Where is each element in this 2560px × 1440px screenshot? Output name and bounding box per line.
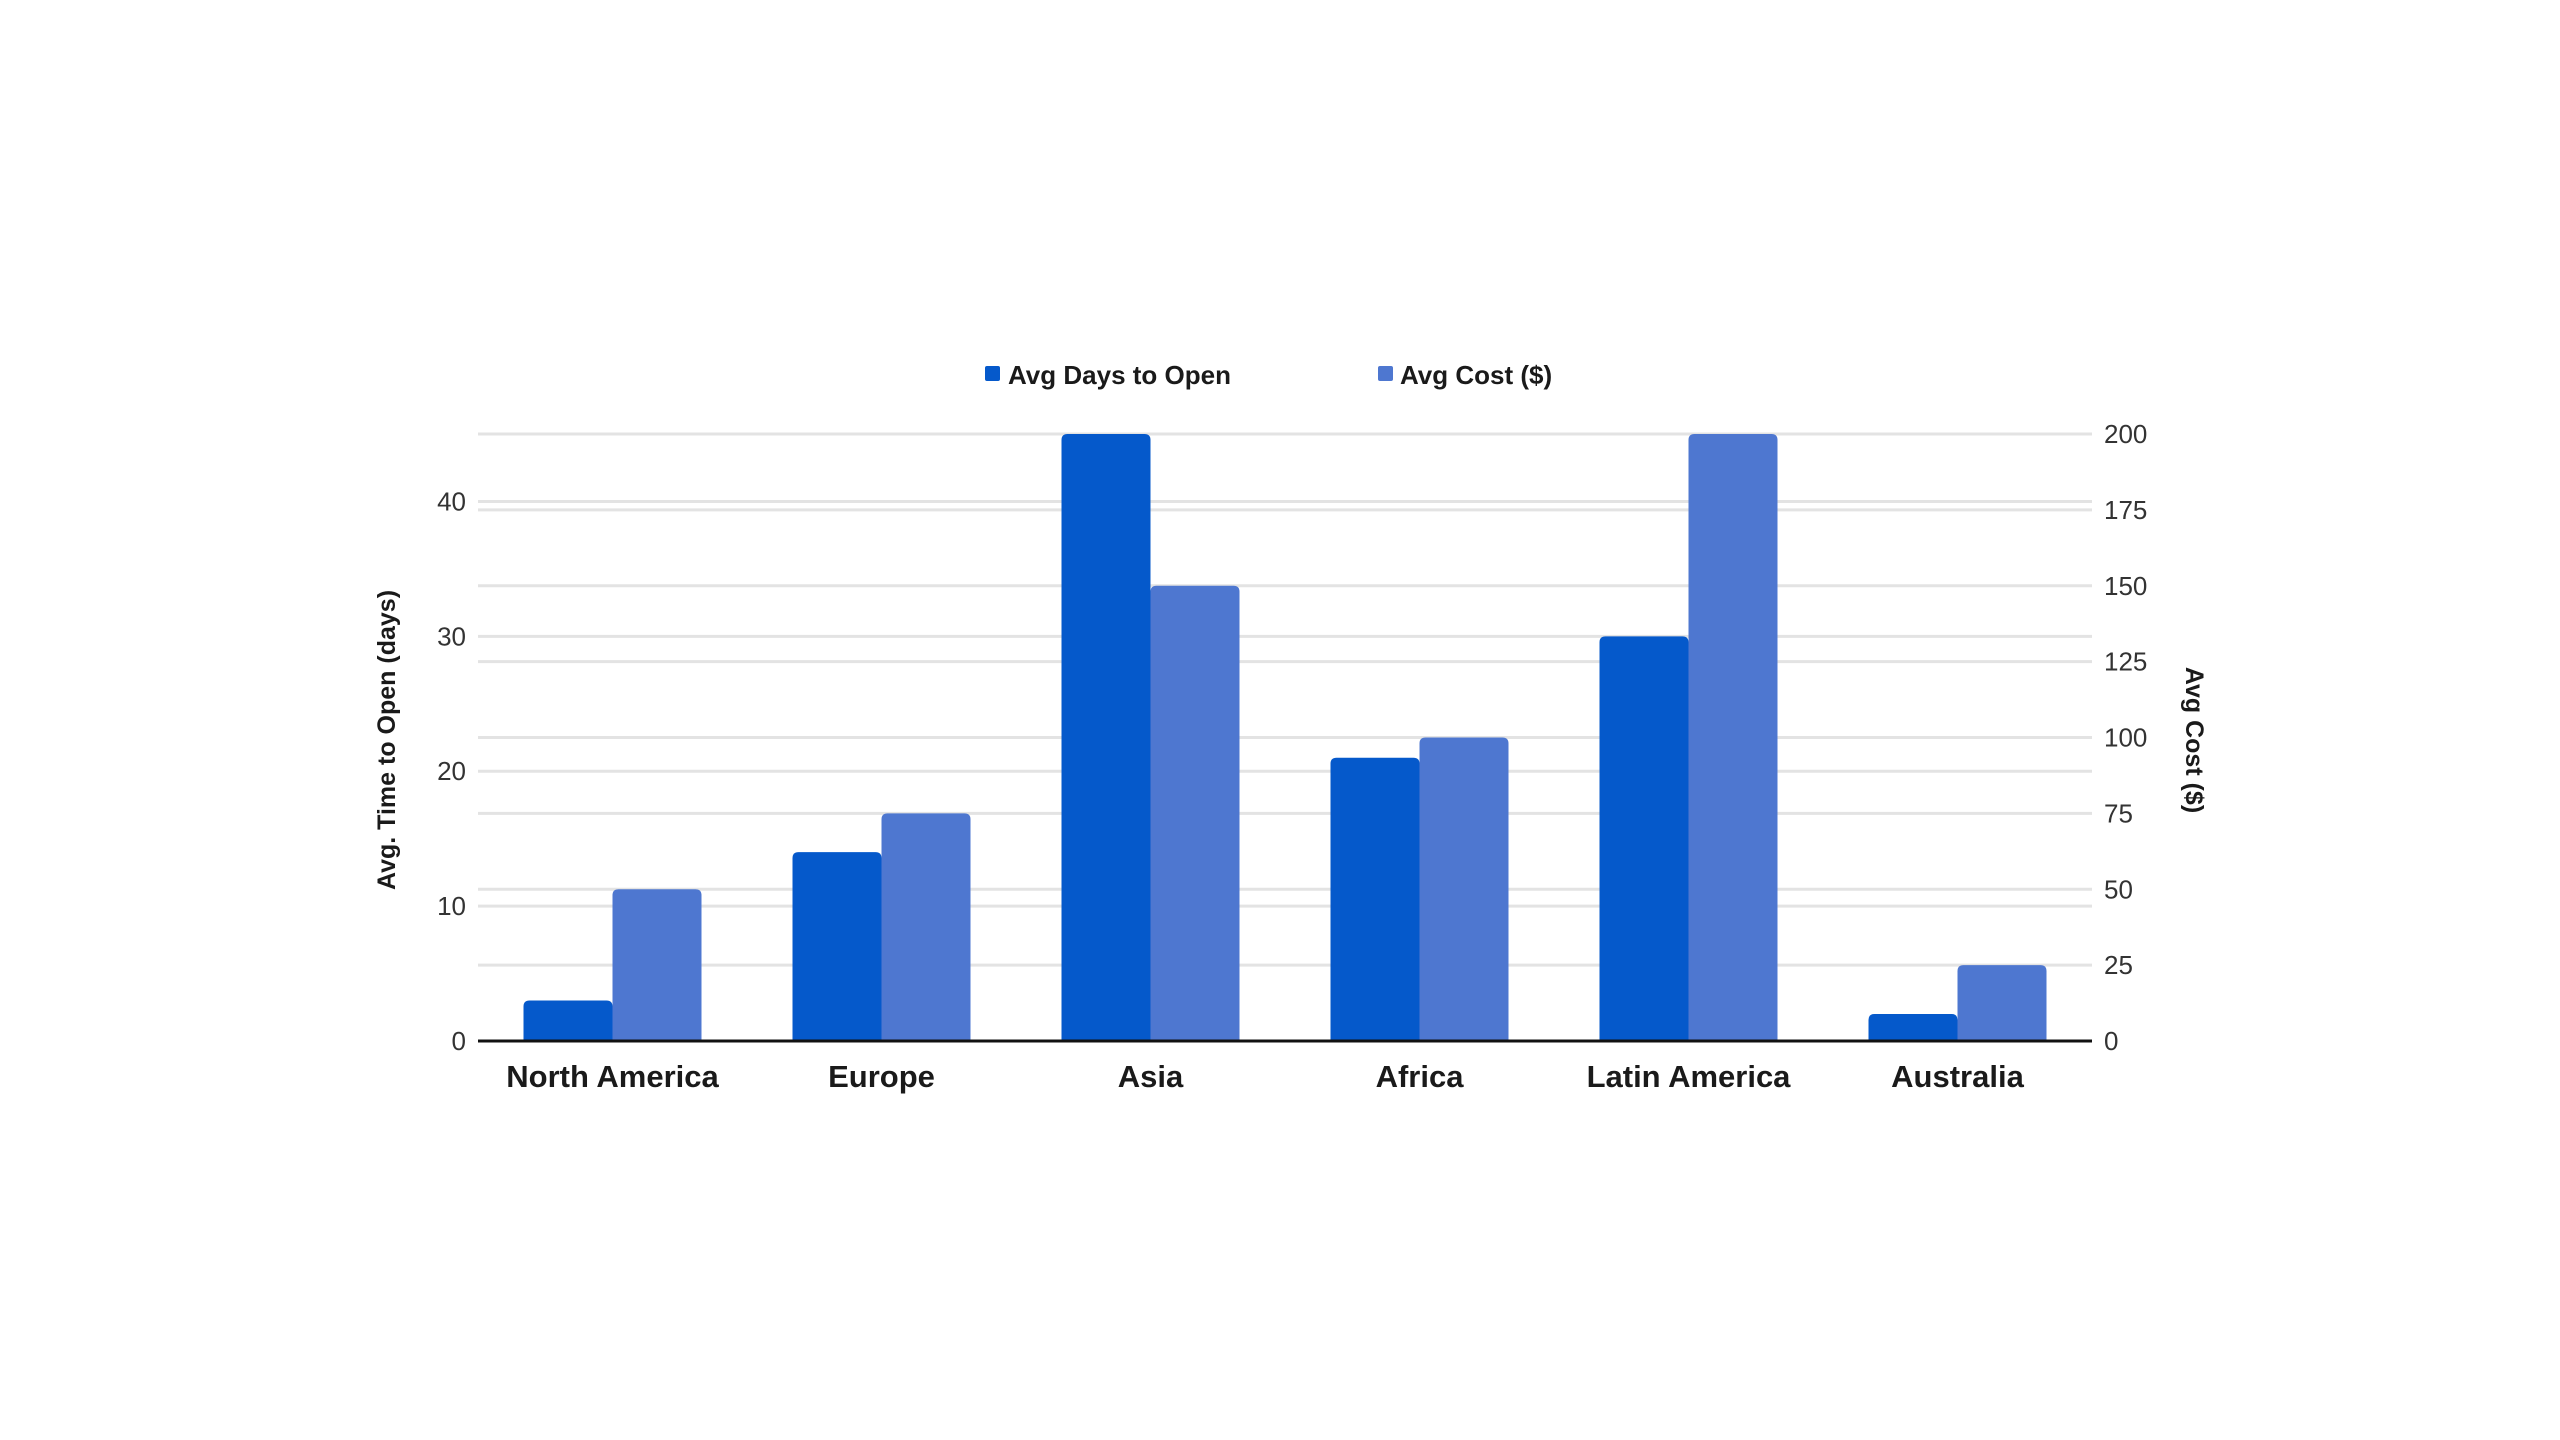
bar-days-africa[interactable]: [1330, 757, 1420, 1041]
x-tick-label: North America: [506, 1059, 719, 1094]
x-tick-label: Australia: [1891, 1059, 2024, 1094]
y-tick-label-right: 100: [2104, 723, 2147, 753]
legend-label-days: Avg Days to Open: [1008, 360, 1231, 390]
legend: Avg Days to Open Avg Cost ($): [985, 360, 1552, 390]
bar-cost-africa[interactable]: [1419, 737, 1509, 1042]
bar-cost-australia[interactable]: [1957, 965, 2047, 1041]
gridlines: [478, 432, 2092, 967]
x-tick-label: Africa: [1376, 1059, 1465, 1094]
y-tick-label-right: 50: [2104, 874, 2133, 904]
y-axis-title-right: Avg Cost ($): [2180, 667, 2208, 813]
legend-swatch-days: [985, 366, 1000, 381]
legend-swatch-cost: [1378, 366, 1393, 381]
bar-days-north-america[interactable]: [523, 1000, 613, 1041]
y-tick-label-right: 125: [2104, 647, 2147, 677]
y-axis-title-left: Avg. Time to Open (days): [373, 590, 401, 890]
bar-days-latin-america[interactable]: [1599, 636, 1689, 1041]
bar-cost-north-america[interactable]: [612, 889, 702, 1041]
x-tick-label: Latin America: [1587, 1059, 1792, 1094]
legend-item-days[interactable]: Avg Days to Open: [985, 360, 1231, 390]
x-tick-label: Europe: [828, 1059, 935, 1094]
y-tick-label-left: 0: [452, 1026, 466, 1056]
y-tick-label-right: 200: [2104, 419, 2147, 449]
bar-days-europe[interactable]: [792, 852, 882, 1041]
y-tick-label-left: 20: [437, 756, 466, 786]
bar-days-australia[interactable]: [1868, 1014, 1958, 1041]
legend-label-cost: Avg Cost ($): [1400, 360, 1552, 390]
y-tick-label-right: 0: [2104, 1026, 2118, 1056]
bar-days-asia[interactable]: [1061, 434, 1151, 1041]
bar-cost-latin-america[interactable]: [1688, 434, 1778, 1041]
legend-item-cost[interactable]: Avg Cost ($): [1378, 360, 1552, 390]
y-tick-label-right: 75: [2104, 798, 2133, 828]
bar-cost-asia[interactable]: [1150, 585, 1240, 1041]
y-tick-label-left: 30: [437, 621, 466, 651]
axes: 0 10 20 30 40 0 25 50 75 100 125 150 175 200 North Ame…: [437, 419, 2147, 1094]
y-tick-label-left: 40: [437, 486, 466, 516]
y-tick-label-right: 175: [2104, 495, 2147, 525]
y-tick-label-right: 25: [2104, 950, 2133, 980]
y-tick-label-left: 10: [437, 891, 466, 921]
x-tick-label: Asia: [1118, 1059, 1184, 1094]
bars: [523, 434, 2047, 1042]
bar-cost-europe[interactable]: [881, 813, 971, 1041]
y-tick-label-right: 150: [2104, 571, 2147, 601]
